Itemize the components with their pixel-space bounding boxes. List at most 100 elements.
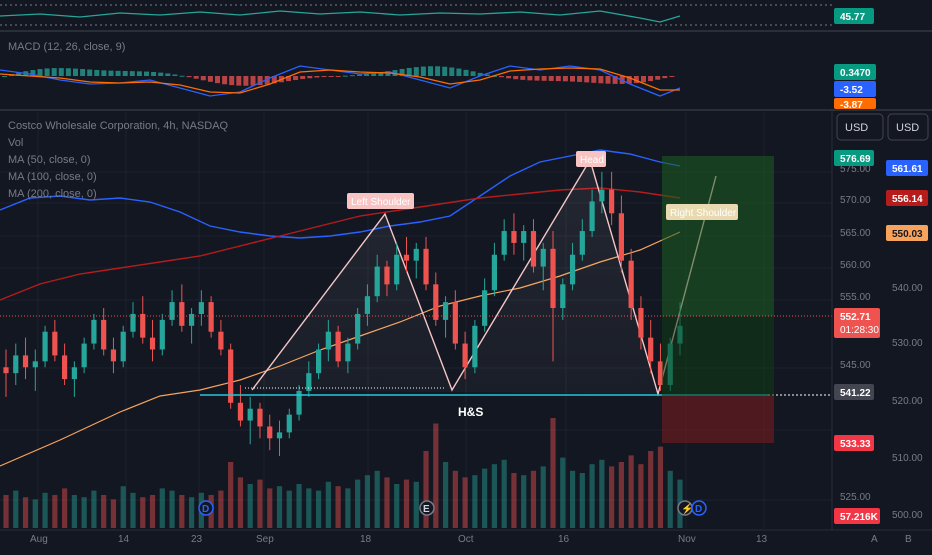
volume-bar [140, 497, 146, 528]
macd-hist-bar [562, 76, 568, 82]
volume-bar [618, 462, 624, 528]
candle-body [179, 302, 185, 326]
macd-hist-bar [44, 68, 50, 76]
candle-body [306, 373, 312, 391]
macd-hist-bar [2, 76, 7, 77]
macd-hist-bar [633, 76, 639, 84]
macd-hist-bar [591, 76, 597, 83]
macd-hist-bar [399, 68, 405, 76]
candle-body [638, 308, 644, 338]
ma200-legend[interactable]: MA (200, close, 0) [8, 188, 97, 200]
stop-zone[interactable] [662, 396, 774, 443]
currency-button-1[interactable]: USD [836, 113, 884, 141]
candle-body [62, 355, 68, 380]
candlesticks [3, 171, 683, 457]
right-shoulder-tag[interactable] [666, 204, 738, 220]
volume-bar [657, 446, 664, 528]
log-scale-button[interactable]: B [905, 534, 912, 545]
macd-hist-bar [229, 76, 235, 86]
left-shoulder-tag[interactable] [347, 193, 414, 209]
earnings-marker[interactable]: E [419, 500, 435, 516]
vol-legend[interactable]: Vol [8, 137, 23, 149]
volume-bar [599, 459, 605, 528]
svg-text:E: E [423, 504, 430, 515]
time-tick-label: 18 [360, 534, 372, 545]
price-axis[interactable]: 575.00 570.00 565.00 560.00 555.00 545.00 525.… [840, 164, 923, 521]
macd-hist-bar [449, 67, 455, 76]
countdown-label: 01:28:30 [840, 325, 879, 336]
split-marker[interactable]: ⚡ [677, 500, 693, 516]
price-tick-label-right: 510.00 [892, 453, 923, 464]
macd-hist-bar [342, 75, 348, 77]
candle-body [315, 349, 322, 374]
macd-hist-bar [641, 76, 646, 83]
volume-bar [569, 470, 576, 528]
ma50-legend[interactable]: MA (50, close, 0) [8, 154, 91, 166]
macd-hist-bar [520, 76, 526, 80]
dividend-marker-2[interactable]: D [691, 500, 707, 516]
svg-text:556.14: 556.14 [892, 194, 923, 205]
price-tick-label: 570.00 [840, 195, 871, 206]
candle-body [13, 355, 19, 374]
dividend-marker[interactable]: D [198, 500, 214, 516]
candle-body [159, 319, 165, 350]
volume-bars [3, 418, 683, 528]
macd-hist-bar [655, 76, 661, 80]
macd-hist-bar [37, 69, 43, 76]
head-and-shoulders-fill [252, 160, 658, 394]
candle-body [91, 319, 97, 344]
volume-bar [71, 495, 77, 528]
candle-body [276, 432, 283, 439]
volume-bar [218, 490, 224, 528]
entry-zone[interactable] [662, 316, 774, 396]
ma100-legend[interactable]: MA (100, close, 0) [8, 171, 97, 183]
macd-hist-bar [662, 76, 668, 79]
macd-hist-bar [349, 75, 355, 77]
volume-bar [32, 499, 38, 528]
macd-signal-label: -3.87 [840, 100, 863, 111]
symbol-legend[interactable]: Costco Wholesale Corporation, 4h, NASDAQ [8, 120, 229, 132]
currency-button-2[interactable]: USD [887, 113, 929, 141]
macd-hist-bar [484, 74, 490, 76]
candle-body [267, 426, 273, 439]
volume-bar [403, 479, 410, 528]
candle-body [560, 284, 566, 309]
price-tick-label: 565.00 [840, 228, 871, 239]
macd-hist-bar [491, 75, 497, 77]
candle-body [71, 367, 77, 380]
candle-body [511, 231, 517, 243]
macd-hist-bar [548, 76, 554, 81]
macd-hist-bar [335, 76, 341, 77]
macd-hist-bar [598, 76, 604, 84]
candle-body [296, 390, 302, 415]
macd-hist-bar [669, 76, 675, 77]
auto-scale-button[interactable]: A [871, 534, 878, 545]
neckline-price-tag [834, 384, 874, 400]
macd-hist-bar [80, 69, 86, 76]
candle-body [482, 290, 488, 326]
candle-body [120, 331, 126, 362]
volume-bar [530, 470, 537, 528]
candle-body [384, 266, 390, 285]
macd-hist-bar [101, 70, 107, 76]
macd-hist-bar [144, 71, 149, 76]
candle-body [452, 302, 458, 344]
volume-bar [560, 457, 566, 528]
candle-body [589, 201, 595, 232]
volume-bar [550, 418, 556, 528]
target-zone[interactable] [662, 156, 774, 316]
macd-hist-bar [420, 66, 426, 76]
price-panel[interactable]: Left Shoulder Head Right Shoulder H&S Co… [0, 112, 832, 528]
head-tag[interactable] [576, 151, 606, 167]
svg-text:57.216K: 57.216K [840, 512, 879, 523]
time-axis[interactable]: Aug 14 23 Sep 18 Oct 16 Nov 13 [30, 534, 768, 545]
stop-price-tag [834, 435, 874, 451]
volume-bar [62, 488, 68, 528]
rsi-value-label: 45.77 [840, 12, 865, 23]
svg-text:D: D [202, 504, 209, 515]
candle-body [130, 313, 136, 332]
candle-body [550, 248, 556, 309]
macd-hist-bar [215, 76, 220, 84]
